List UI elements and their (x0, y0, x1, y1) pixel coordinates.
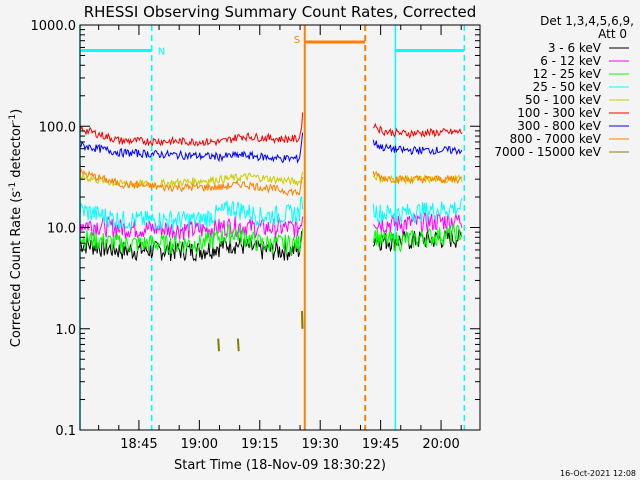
legend-header: Att 0 (598, 27, 627, 41)
legend-label: 800 - 7000 keV (510, 132, 602, 146)
x-tick-label: 18:45 (120, 437, 157, 452)
y-label-part: Corrected Count Rate (s (9, 191, 24, 348)
legend-label: 6 - 12 keV (540, 54, 602, 68)
x-tick-label: 19:00 (181, 437, 218, 452)
legend-label: 12 - 25 keV (533, 67, 602, 81)
y-tick-label: 0.1 (55, 424, 76, 439)
plot-area: NS (79, 25, 466, 430)
x-axis-label: Start Time (18-Nov-09 18:30:22) (174, 458, 386, 473)
footer-timestamp: 16-Oct-2021 12:08 (560, 469, 636, 478)
y-label-sup: -1 (8, 182, 18, 191)
legend-label: 25 - 50 keV (533, 80, 602, 94)
y-tick-label: 1.0 (55, 323, 76, 338)
legend-label: 100 - 300 keV (517, 106, 601, 120)
y-tick-label: 10.0 (47, 222, 76, 237)
annotation-label: N (158, 46, 165, 57)
annotation-label: S (294, 35, 300, 46)
x-tick-label: 19:15 (241, 437, 278, 452)
legend-label: 50 - 100 keV (525, 93, 602, 107)
legend-header: Det 1,3,4,5,6,9, (540, 14, 634, 28)
axes: 1000.0 100.0 10.0 1.0 0.1 18:45 19:00 19:15 19:3… (31, 19, 481, 452)
series-line-100-300keV (79, 112, 463, 147)
y-label-part: detector (9, 122, 24, 182)
legend-label: 300 - 800 keV (517, 119, 601, 133)
legend-label: 7000 - 15000 keV (494, 145, 601, 159)
series-line-25-50keV (79, 196, 463, 232)
chart-title: RHESSI Observing Summary Count Rates, Co… (84, 3, 477, 21)
x-tick-label: 19:30 (301, 437, 338, 452)
series-line-300-800keV (79, 132, 463, 164)
series-line-6-12keV (79, 212, 463, 241)
series-line-7000-15000keV (217, 310, 304, 352)
x-tick-label: 19:45 (362, 437, 399, 452)
series-line-800-7000keV (79, 167, 462, 197)
plot-frame (79, 24, 481, 431)
legend-label: 3 - 6 keV (548, 41, 602, 55)
y-axis-label: Corrected Count Rate (s-1 detector-1) (8, 109, 24, 347)
y-tick-label: 100.0 (39, 120, 76, 135)
x-tick-label: 20:00 (422, 437, 459, 452)
y-tick-label: 1000.0 (31, 19, 77, 34)
y-label-sup: -1 (8, 114, 18, 123)
y-label-part: ) (9, 109, 24, 114)
series-line-12-25keV (79, 223, 463, 256)
